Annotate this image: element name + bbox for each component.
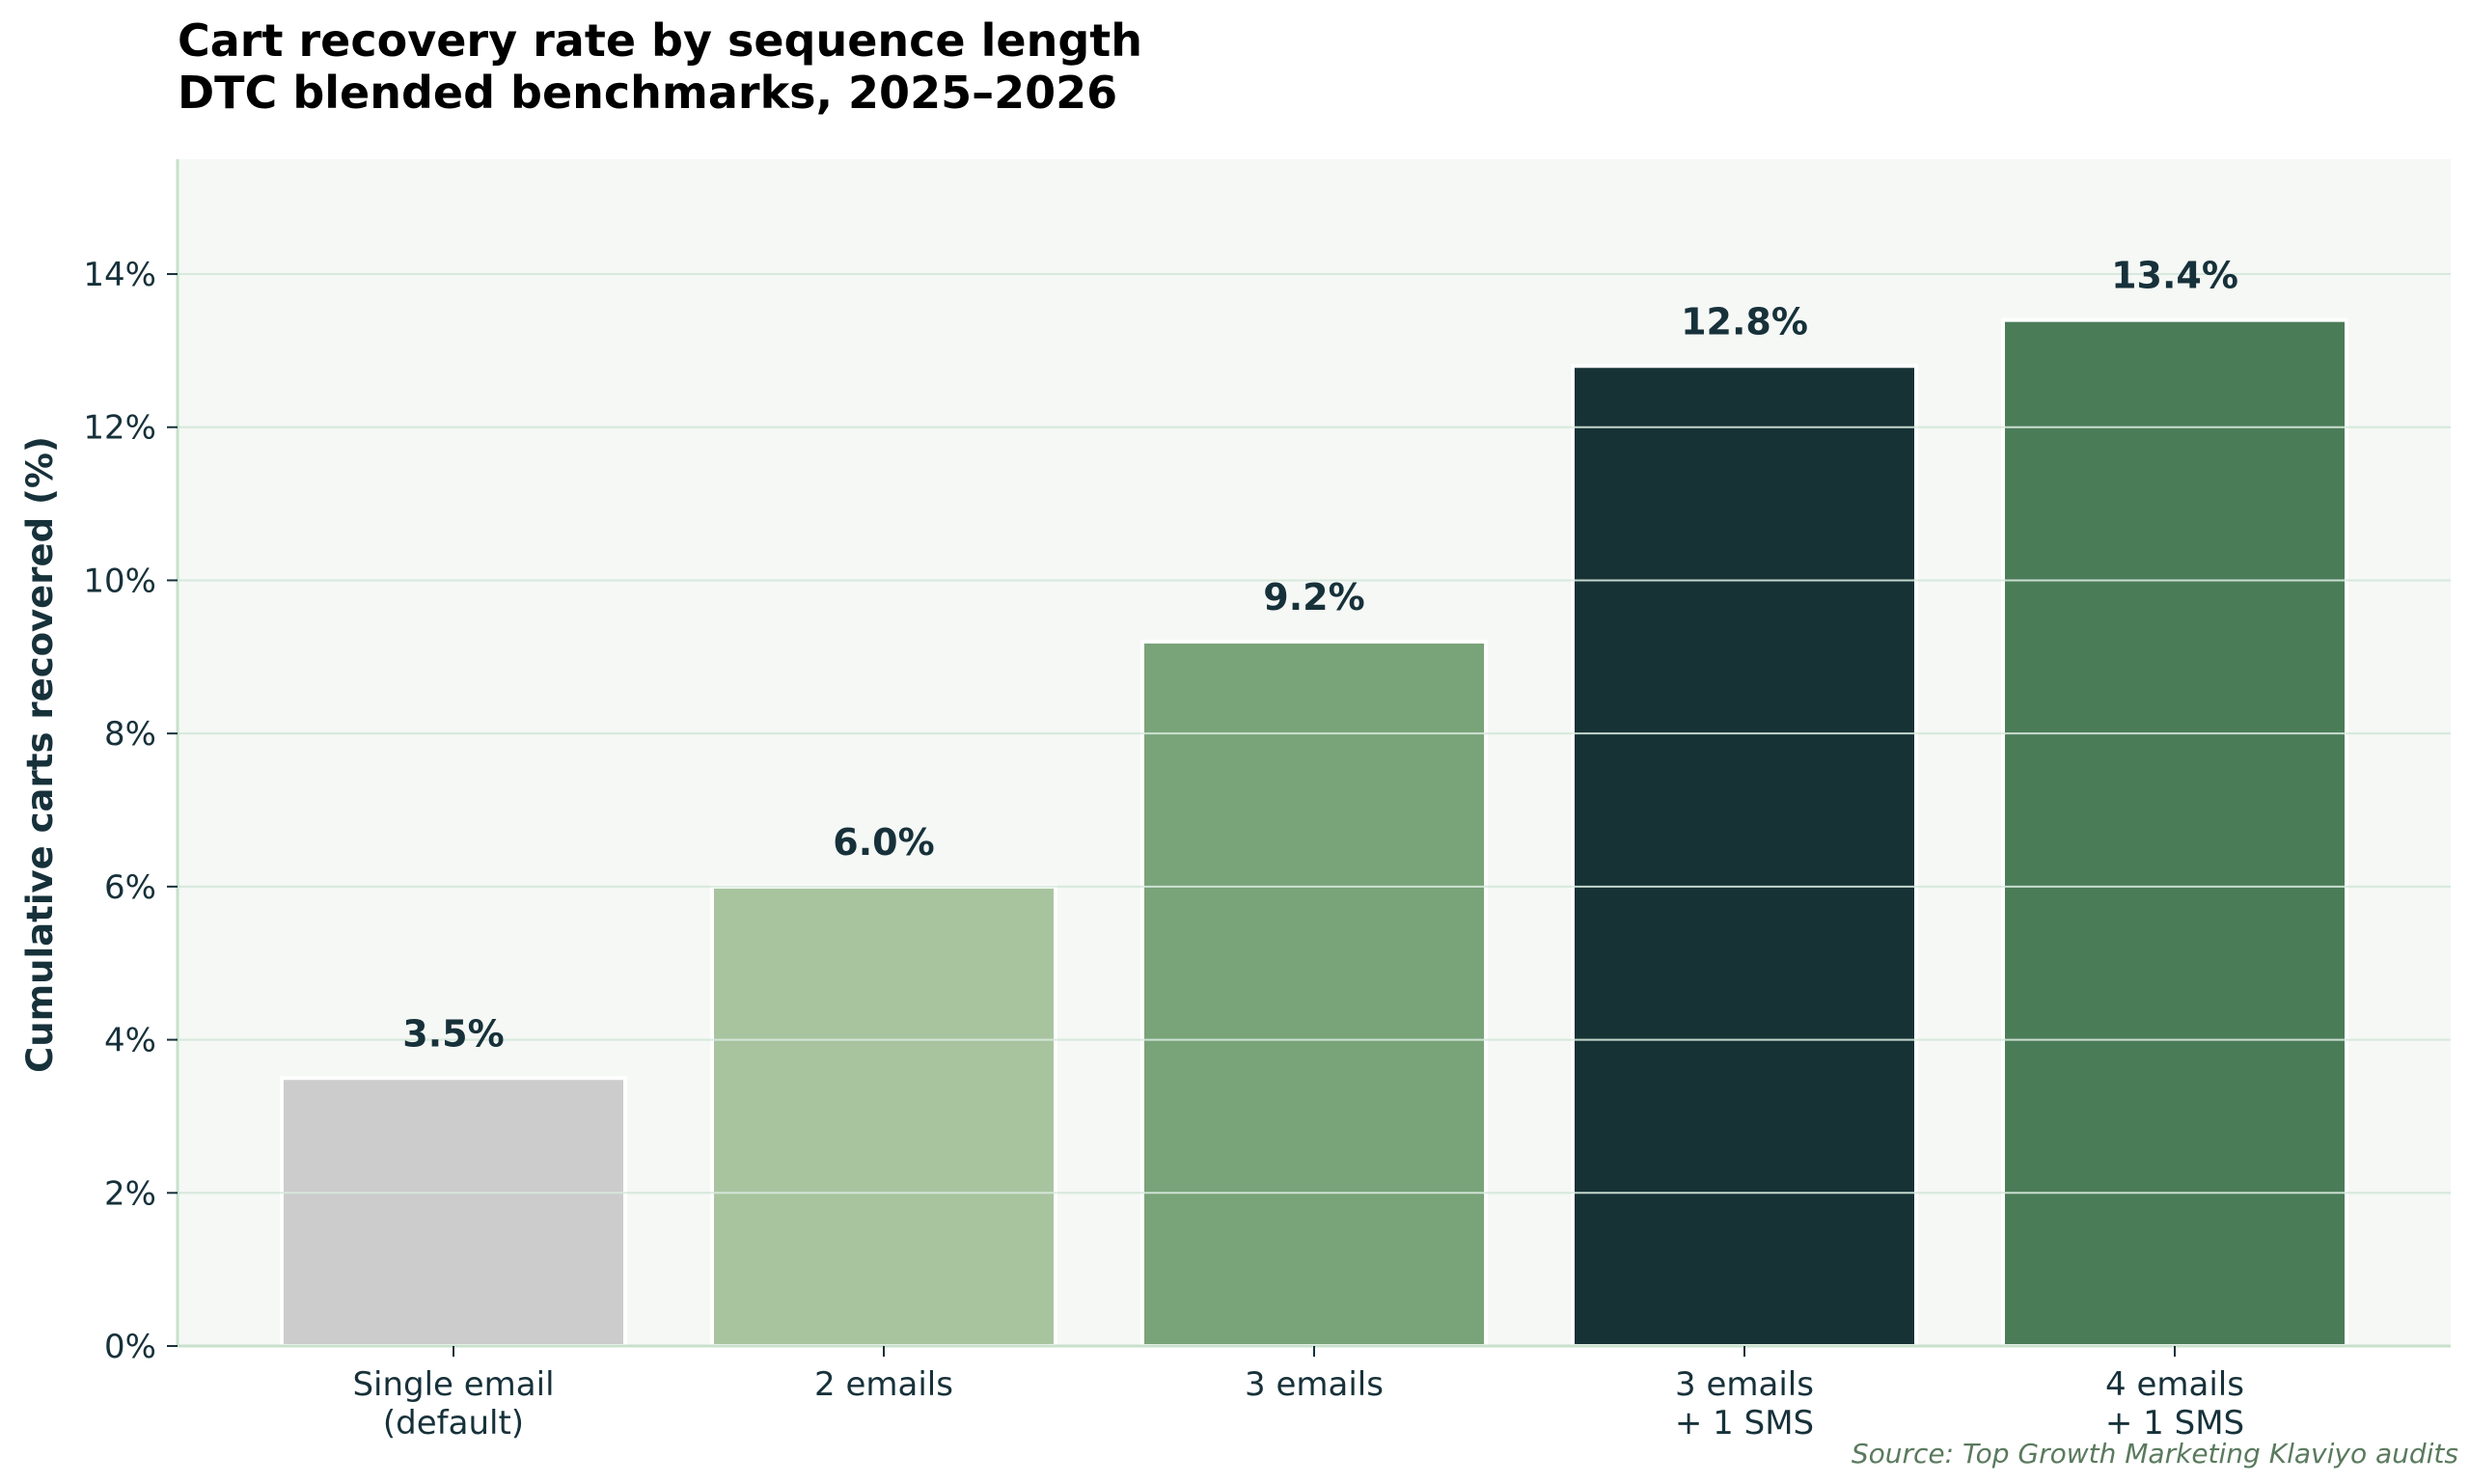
y-axis-ticks: 0% 2% 4% 6% 8% 10% 12% 14% — [83, 256, 178, 1366]
x-tick-label-line: + 1 SMS — [2105, 1404, 2244, 1443]
value-label: 13.4% — [2111, 255, 2238, 297]
y-tick-label: 14% — [83, 256, 156, 294]
y-axis-label: Cumulative carts recovered (%) — [19, 436, 61, 1073]
y-tick-label: 4% — [104, 1022, 156, 1060]
value-label: 3.5% — [402, 1012, 504, 1055]
bar — [280, 1076, 627, 1348]
chart-title-line-1: Cart recovery rate by sequence length — [178, 14, 1142, 67]
bar — [2001, 317, 2348, 1349]
x-tick-label-line: 3 emails — [1245, 1365, 1384, 1404]
x-tick-label: 3 emails + 1 SMS — [1675, 1365, 1814, 1443]
x-tick-label-line: 2 emails — [814, 1365, 953, 1404]
y-tick-label: 6% — [104, 868, 156, 907]
x-tick-label-line: + 1 SMS — [1675, 1404, 1814, 1443]
bar — [710, 884, 1057, 1348]
y-tick-label: 2% — [104, 1174, 156, 1213]
bar — [1571, 364, 1918, 1348]
value-label: 6.0% — [833, 821, 934, 864]
x-tick-label: 2 emails — [814, 1365, 953, 1404]
value-label: 9.2% — [1263, 576, 1364, 618]
x-tick-label-line: (default) — [383, 1404, 524, 1443]
x-axis-ticks: Single email (default)2 emails 3 emails 3 e… — [352, 1346, 2244, 1443]
chart-title: Cart recovery rate by sequence length DT… — [178, 14, 1142, 119]
chart-title-line-2: DTC blended benchmarks, 2025–2026 — [178, 67, 1117, 119]
x-tick-label: 4 emails + 1 SMS — [2105, 1365, 2244, 1443]
value-label: 12.8% — [1681, 300, 1808, 343]
y-tick-label: 0% — [104, 1328, 156, 1366]
bar — [1140, 639, 1488, 1348]
x-tick-label-line: Single email — [352, 1365, 554, 1404]
y-tick-label: 8% — [104, 715, 156, 754]
x-tick-label: 3 emails — [1245, 1365, 1384, 1404]
y-tick-label: 10% — [83, 562, 156, 600]
source-note: Source: Top Growth Marketing Klaviyo aud… — [1852, 1438, 2458, 1470]
x-tick-label: Single email (default) — [352, 1365, 554, 1443]
gridlines-over-bars — [178, 273, 2451, 1195]
x-tick-label-line: 3 emails — [1675, 1365, 1814, 1404]
x-tick-label-line: 4 emails — [2105, 1365, 2244, 1404]
value-labels: 3.5% 6.0% 9.2% 12.8% 13.4% — [402, 255, 2238, 1056]
y-tick-label: 12% — [83, 409, 156, 448]
